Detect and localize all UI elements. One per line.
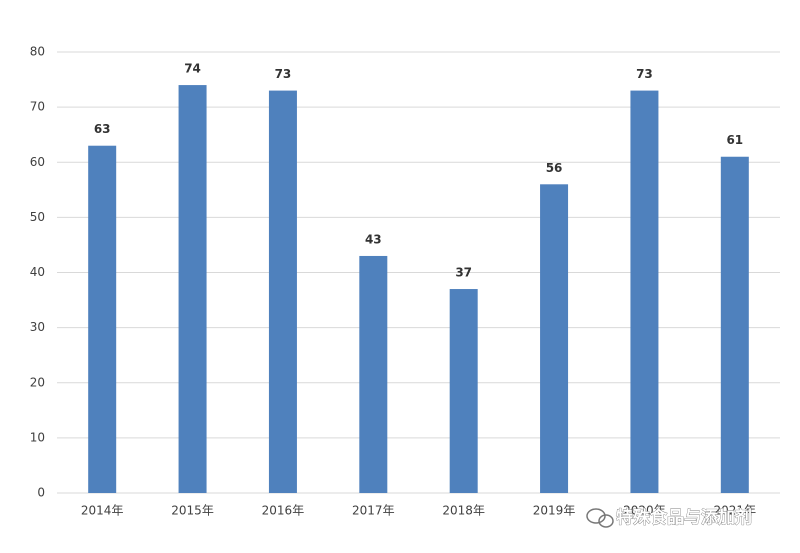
value-label: 74 (184, 62, 201, 76)
watermark: 特殊食品与添加剂 (616, 507, 752, 528)
value-label: 37 (455, 266, 472, 280)
y-tick-label: 60 (30, 155, 45, 169)
y-tick-label: 80 (30, 45, 45, 59)
bar (720, 156, 749, 494)
bar (178, 85, 207, 493)
x-tick-label: 2021年 (714, 504, 757, 518)
x-tick-label: 2014年 (81, 504, 124, 518)
y-tick-label: 30 (30, 320, 45, 334)
y-tick-label: 10 (30, 430, 45, 444)
value-label: 73 (636, 67, 653, 81)
bar (359, 255, 388, 493)
watermark-icon (586, 508, 614, 528)
bar (88, 145, 117, 493)
y-tick-label: 40 (30, 265, 45, 279)
bar (268, 90, 297, 494)
bar (449, 289, 478, 493)
x-tick-label: 2016年 (262, 504, 305, 518)
x-tick-label: 2018年 (442, 504, 485, 518)
value-label: 56 (546, 161, 563, 175)
value-label: 61 (726, 133, 743, 147)
bar (630, 90, 659, 494)
x-tick-label: 2017年 (352, 504, 395, 518)
value-label: 43 (365, 232, 382, 246)
x-tick-label: 2019年 (533, 504, 576, 518)
x-tick-label: 2020年 (623, 504, 666, 518)
x-tick-label: 2015年 (171, 504, 214, 518)
y-tick-label: 50 (30, 210, 45, 224)
y-tick-label: 70 (30, 100, 45, 114)
y-tick-label: 0 (37, 486, 45, 500)
value-label: 73 (275, 67, 292, 81)
value-label: 63 (94, 122, 111, 136)
bar (540, 184, 569, 494)
y-tick-label: 20 (30, 375, 45, 389)
